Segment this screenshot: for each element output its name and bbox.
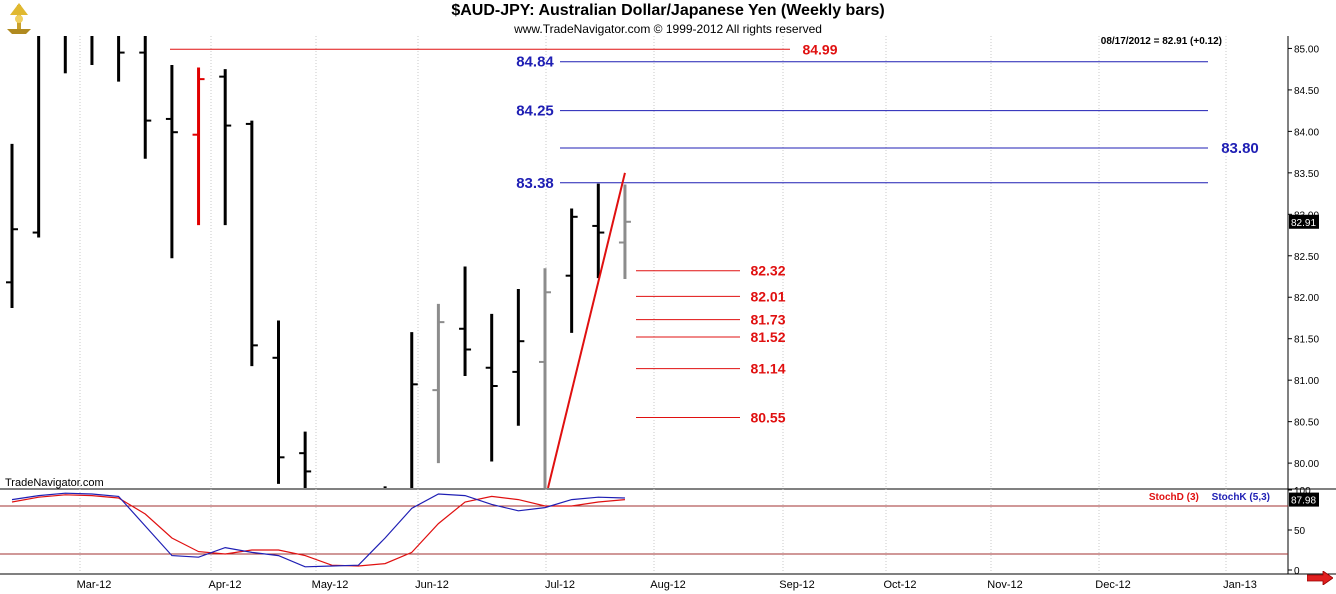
price-tick-label: 80.50 <box>1294 418 1319 429</box>
stoch-last-badge-label: 87.98 <box>1291 496 1316 507</box>
price-tick-label: 83.50 <box>1294 169 1319 180</box>
price-tick-label: 85.00 <box>1294 44 1319 55</box>
month-tick-label: Nov-12 <box>987 579 1022 591</box>
fib-level-label: 80.55 <box>750 410 785 426</box>
brand-label: TradeNavigator.com <box>5 477 104 489</box>
month-tick-label: Jun-12 <box>415 579 449 591</box>
fib-level-label: 81.73 <box>750 312 785 328</box>
price-tick-label: 82.00 <box>1294 293 1319 304</box>
last-price-badge-label: 82.91 <box>1291 218 1316 229</box>
blue-level-label: 83.80 <box>1221 140 1259 157</box>
price-bar <box>299 431 312 488</box>
trade-navigator-logo-icon <box>4 3 34 35</box>
blue-level-label: 84.25 <box>516 103 554 120</box>
price-bar <box>117 36 125 82</box>
scroll-right-arrow-icon[interactable] <box>1306 570 1334 590</box>
price-bars <box>6 36 631 554</box>
level-lines: 84.84 84.25 83.80 83.38 84.99 82.32 82.01 81.73… <box>170 41 1259 426</box>
price-bar <box>539 268 551 488</box>
price-bar <box>459 266 472 377</box>
price-bar <box>272 320 285 484</box>
price-tick-label: 80.00 <box>1294 459 1319 470</box>
month-tick-label: Oct-12 <box>883 579 916 591</box>
price-bar <box>485 313 498 462</box>
price-tick-label: 84.00 <box>1294 127 1319 138</box>
trend-line <box>547 172 626 488</box>
price-bar <box>512 288 525 426</box>
month-tick-label: Mar-12 <box>77 579 112 591</box>
stoch-tick-label: 50 <box>1294 526 1306 537</box>
price-bar <box>592 183 605 279</box>
price-tick-label: 82.50 <box>1294 252 1319 263</box>
stoch-series-line <box>11 492 625 568</box>
price-tick-label: 81.50 <box>1294 335 1319 346</box>
month-tick-label: Jul-12 <box>545 579 575 591</box>
price-bar <box>139 36 152 159</box>
fib-level-label: 82.32 <box>750 263 785 279</box>
legend-stochd: StochD (3) <box>1148 492 1199 503</box>
chart-subtitle: www.TradeNavigator.com © 1999-2012 All r… <box>514 22 822 36</box>
stoch-legend: StochD (3) StochK (5,3) <box>1139 492 1270 503</box>
month-tick-label: Sep-12 <box>779 579 814 591</box>
time-axis: Mar-12 Apr-12 May-12 Jun-12 Jul-12 Aug-12 Sep-… <box>77 579 1257 591</box>
blue-level-label: 84.84 <box>516 54 554 71</box>
fib-level-label: 82.01 <box>750 288 785 304</box>
month-tick-label: May-12 <box>312 579 349 591</box>
stoch-tick-label: 100 <box>1294 486 1311 497</box>
price-bar <box>245 120 258 367</box>
price-tick-label: 84.50 <box>1294 86 1319 97</box>
red-top-label: 84.99 <box>802 41 837 57</box>
price-bar <box>32 36 41 238</box>
stoch-series-line <box>11 494 626 567</box>
trend-line-segment <box>547 172 626 488</box>
price-tick-label: 81.00 <box>1294 376 1319 387</box>
price-bar <box>618 184 631 280</box>
price-bar <box>565 208 578 333</box>
stoch-last-badge <box>1289 492 1319 507</box>
month-tick-label: Aug-12 <box>650 579 685 591</box>
month-tick-label: Apr-12 <box>208 579 241 591</box>
fib-level-label: 81.14 <box>750 361 785 377</box>
legend-stochk: StochK (5,3) <box>1211 492 1270 503</box>
price-bar <box>6 143 18 309</box>
month-tick-label: Jan-13 <box>1223 579 1257 591</box>
price-bar <box>219 69 232 226</box>
fib-level-label: 81.52 <box>750 329 785 345</box>
price-bar <box>63 36 67 74</box>
last-price-readout: 08/17/2012 = 82.91 (+0.12) <box>1100 36 1222 47</box>
price-grid <box>0 36 1336 575</box>
price-bar <box>410 332 418 488</box>
stoch-tick-label: 0 <box>1294 566 1300 577</box>
price-bar <box>192 67 205 226</box>
price-bar <box>432 303 445 464</box>
blue-level-label: 83.38 <box>516 175 554 192</box>
month-tick-label: Dec-12 <box>1095 579 1130 591</box>
price-bar <box>165 65 178 259</box>
chart-title: $AUD-JPY: Australian Dollar/Japanese Yen… <box>451 2 885 19</box>
price-bar <box>90 36 94 66</box>
price-bar <box>383 486 387 488</box>
price-axis: 80.0080.5081.0081.5082.0082.5083.0083.50… <box>1288 44 1319 470</box>
price-bar <box>352 500 364 554</box>
last-price-badge <box>1289 214 1319 229</box>
